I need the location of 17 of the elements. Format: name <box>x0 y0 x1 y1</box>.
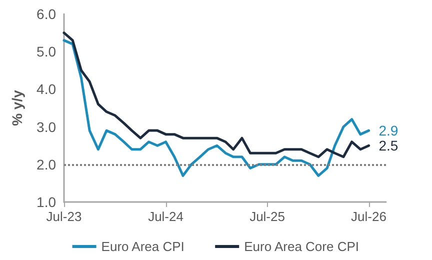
y-axis-title: % y/y <box>9 90 25 126</box>
y-tick-label: 1.0 <box>36 194 56 210</box>
x-tick-label: Jul-25 <box>250 209 285 224</box>
y-tick-label: 2.0 <box>36 156 56 172</box>
y-tick-label: 5.0 <box>36 44 56 60</box>
x-tick-label: Jul-23 <box>46 209 82 224</box>
y-tick-label: 6.0 <box>36 6 56 22</box>
legend-label: Euro Area CPI <box>101 239 184 254</box>
x-tick-label: Jul-26 <box>351 209 386 224</box>
legend-label: Euro Area Core CPI <box>244 239 359 254</box>
y-tick-label: 4.0 <box>36 81 56 98</box>
y-tick-label: 3.0 <box>36 118 56 135</box>
line-series <box>62 39 370 177</box>
data-label: 2.9 <box>378 122 398 139</box>
x-tick-label: Jul-24 <box>148 209 184 224</box>
data-label: 2.5 <box>378 138 398 154</box>
line-series <box>62 32 370 158</box>
